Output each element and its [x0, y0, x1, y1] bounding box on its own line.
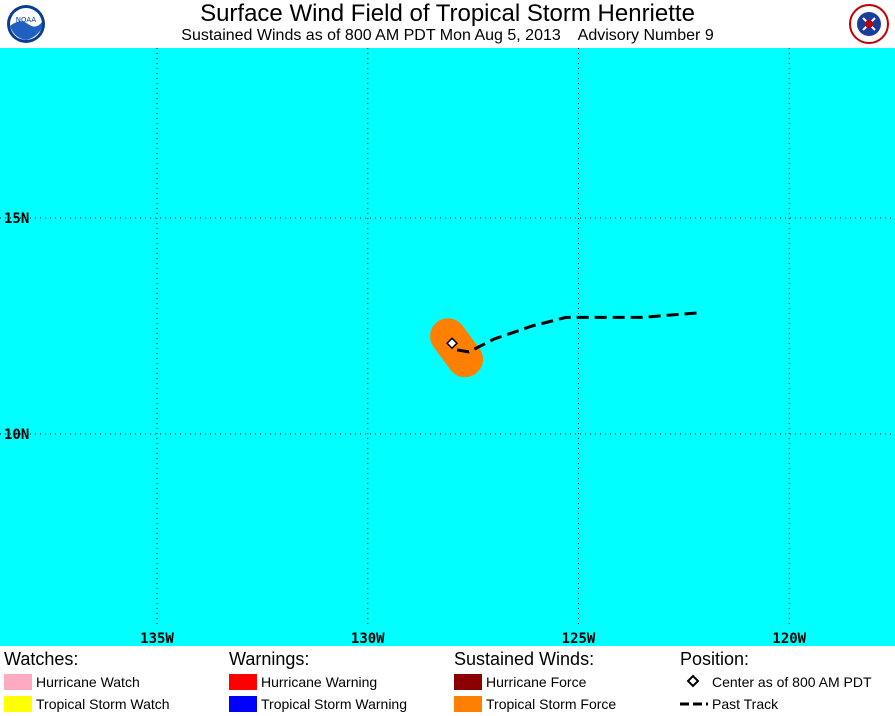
legend-item-label: Tropical Storm Force	[486, 696, 617, 712]
tropical-storm-warning-swatch	[229, 696, 257, 712]
legend-item-label: Hurricane Force	[486, 674, 587, 690]
tropical-storm-force-swatch	[454, 696, 482, 712]
legend-item-label: Past Track	[712, 696, 779, 712]
legend-position: Position: Center as of 800 AM PDT Past T…	[680, 648, 872, 715]
page-subtitle: Sustained Winds as of 800 AM PDT Mon Aug…	[181, 27, 714, 44]
hurricane-warning-swatch	[229, 674, 257, 690]
legend-item-label: Tropical Storm Watch	[36, 696, 170, 712]
map-header: NOAA Surface Wind Field of Tropical Stor…	[0, 0, 895, 48]
storm-center-marker	[446, 337, 459, 350]
dashed-line-icon	[680, 702, 708, 706]
tropical-storm-force-wind-area	[430, 318, 484, 378]
legend-item-label: Hurricane Watch	[36, 674, 140, 690]
lon-label-130w: 130W	[351, 631, 385, 646]
legend-item-center: Center as of 800 AM PDT	[680, 671, 872, 693]
page-title: Surface Wind Field of Tropical Storm Hen…	[200, 0, 695, 27]
legend-winds-heading: Sustained Winds:	[454, 649, 595, 669]
map-legend: Watches: Hurricane Watch Tropical Storm …	[0, 646, 895, 716]
legend-item-label: Hurricane Warning	[261, 674, 378, 690]
nws-logo-icon	[849, 4, 889, 44]
lat-label-15n: 15N	[4, 211, 29, 227]
lon-label-120w: 120W	[772, 631, 806, 646]
legend-item-tropical-storm-warning: Tropical Storm Warning	[229, 693, 407, 715]
legend-item-tropical-storm-watch: Tropical Storm Watch	[4, 693, 170, 715]
legend-warnings-heading: Warnings:	[229, 649, 310, 669]
legend-watches: Watches: Hurricane Watch Tropical Storm …	[4, 648, 170, 715]
legend-item-hurricane-force: Hurricane Force	[454, 671, 616, 693]
past-track-line	[450, 311, 697, 354]
wind-radii-area	[430, 318, 484, 378]
legend-item-label: Tropical Storm Warning	[261, 696, 408, 712]
legend-item-past-track: Past Track	[680, 693, 872, 715]
legend-item-hurricane-warning: Hurricane Warning	[229, 671, 407, 693]
legend-watches-heading: Watches:	[4, 649, 79, 669]
legend-item-tropical-storm-force: Tropical Storm Force	[454, 693, 616, 715]
legend-warnings: Warnings: Hurricane Warning Tropical Sto…	[229, 648, 407, 715]
lon-label-125w: 125W	[562, 631, 596, 646]
lon-label-135w: 135W	[140, 631, 174, 646]
legend-item-hurricane-watch: Hurricane Watch	[4, 671, 170, 693]
legend-sustained-winds: Sustained Winds: Hurricane Force Tropica…	[454, 648, 616, 715]
wind-field-map: 15N 10N 135W 130W 125W 120W	[0, 48, 895, 646]
lat-label-10n: 10N	[4, 427, 29, 443]
hurricane-force-swatch	[454, 674, 482, 690]
diamond-icon	[686, 674, 700, 688]
tropical-storm-watch-swatch	[4, 696, 32, 712]
legend-item-label: Center as of 800 AM PDT	[712, 674, 872, 690]
legend-position-heading: Position:	[680, 649, 750, 669]
svg-text:NOAA: NOAA	[16, 16, 37, 24]
noaa-logo-icon: NOAA	[7, 5, 45, 43]
graticule	[0, 48, 895, 626]
hurricane-watch-swatch	[4, 674, 32, 690]
